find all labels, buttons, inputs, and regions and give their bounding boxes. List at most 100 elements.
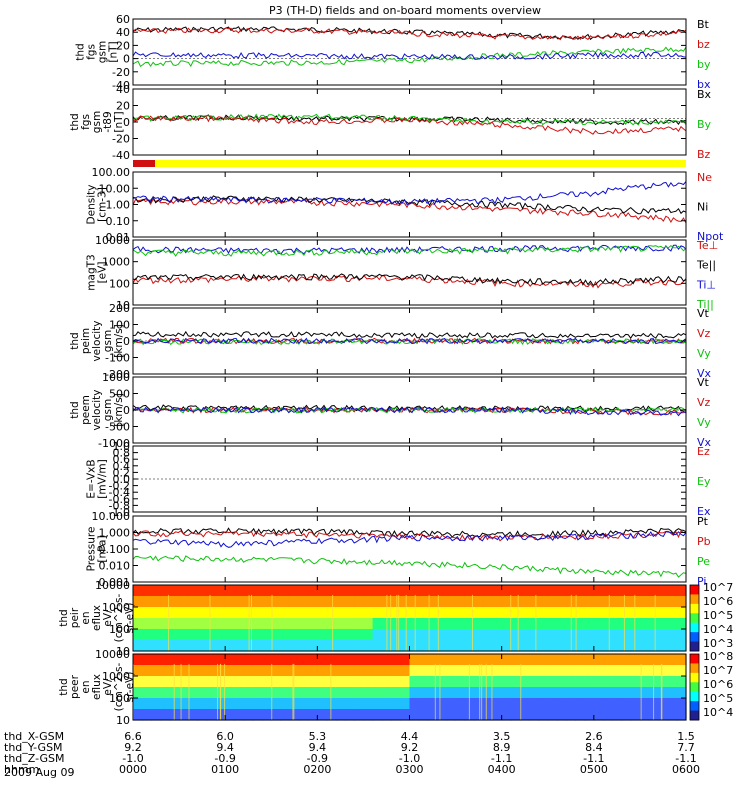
heatmap-cell	[372, 629, 383, 641]
heatmap-cell	[142, 640, 152, 652]
heatmap-cell	[474, 676, 484, 688]
heatmap-cell	[566, 665, 576, 677]
heatmap-cell	[455, 640, 466, 652]
heatmap-cell	[658, 687, 669, 699]
heatmap-cell	[298, 709, 309, 721]
colorbar-band	[690, 641, 699, 652]
heatmap-cell	[584, 709, 595, 721]
heatmap-cell	[372, 596, 383, 608]
heatmap-cell	[206, 687, 217, 699]
heatmap-cell	[280, 654, 291, 666]
y-tick-label: 0.100	[99, 543, 131, 556]
y-tick-label: 10	[116, 714, 130, 727]
heatmap-cell	[252, 629, 263, 641]
heatmap-cell	[354, 607, 364, 619]
heatmap-cell	[197, 665, 208, 677]
heatmap-cell	[169, 640, 180, 652]
heatmap-cell	[354, 640, 364, 652]
heatmap-cell	[160, 654, 171, 666]
heatmap-cell	[538, 640, 549, 652]
heatmap-cell	[437, 596, 447, 608]
heatmap-cell	[234, 676, 245, 688]
heatmap-cell	[372, 698, 383, 710]
heatmap-cell	[215, 585, 226, 597]
heatmap-cell	[538, 698, 549, 710]
heatmap-cell	[612, 596, 623, 608]
heatmap-cell	[169, 629, 180, 641]
y-axis-label: eflux	[91, 674, 103, 700]
heatmap-cell	[658, 709, 669, 721]
heatmap-cell	[621, 596, 632, 608]
heatmap-cell	[197, 709, 208, 721]
heatmap-cell	[262, 618, 272, 630]
ephemeris-value: 7.7	[677, 741, 695, 754]
heatmap-cell	[667, 676, 678, 688]
y-axis-label: Density	[86, 185, 98, 225]
heatmap-cell	[243, 676, 254, 688]
heatmap-cell	[160, 676, 171, 688]
heatmap-cell	[234, 687, 245, 699]
heatmap-cell	[538, 596, 549, 608]
heatmap-cell	[142, 654, 152, 666]
heatmap-cell	[437, 585, 447, 597]
heatmap-cell	[621, 709, 632, 721]
heatmap-cell	[243, 618, 254, 630]
heatmap-cell	[289, 709, 300, 721]
heatmap-cell	[252, 709, 263, 721]
heatmap-cell	[667, 629, 678, 641]
heatmap-cell	[142, 607, 152, 619]
heatmap-cell	[658, 654, 669, 666]
heatmap-cell	[298, 698, 309, 710]
legend-label: Ey	[697, 475, 711, 488]
heatmap-cell	[225, 676, 235, 688]
heatmap-cell	[345, 654, 355, 666]
heatmap-cell	[252, 607, 263, 619]
heatmap-cell	[464, 654, 475, 666]
heatmap-cell	[658, 640, 669, 652]
heatmap-cell	[658, 585, 669, 597]
y-tick-label: 1000	[102, 670, 130, 683]
heatmap-cell	[437, 629, 447, 641]
heatmap-cell	[179, 629, 189, 641]
heatmap-cell	[612, 585, 623, 597]
heatmap-cell	[160, 698, 171, 710]
heatmap-cell	[538, 618, 549, 630]
y-tick-label: 10	[116, 645, 130, 658]
colorbar-band	[690, 663, 699, 674]
heatmap-cell	[510, 607, 521, 619]
heatmap-cell	[252, 654, 263, 666]
legend-label: Ti||	[696, 298, 714, 311]
heatmap-cell	[603, 629, 613, 641]
heatmap-cell	[501, 687, 512, 699]
heatmap-cell	[575, 687, 586, 699]
heatmap-cell	[667, 585, 678, 597]
colorbar-label: 10^8	[703, 650, 733, 663]
y-axis-label: fgs	[80, 114, 92, 130]
heatmap-cell	[197, 607, 208, 619]
heatmap-cell	[593, 607, 604, 619]
y-axis-label: [km/s]	[113, 393, 125, 427]
heatmap-cell	[538, 676, 549, 688]
y-tick-label: 0	[123, 335, 130, 348]
heatmap-cell	[529, 654, 540, 666]
heatmap-cell	[437, 687, 447, 699]
heatmap-cell	[151, 607, 162, 619]
heatmap-cell	[639, 596, 650, 608]
heatmap-cell	[603, 676, 613, 688]
heatmap	[133, 585, 687, 652]
heatmap-cell	[593, 585, 604, 597]
y-tick-label: -0.8	[109, 499, 130, 512]
heatmap-cell	[492, 665, 503, 677]
heatmap-cell	[474, 596, 484, 608]
heatmap-cell	[326, 596, 337, 608]
heatmap-cell	[409, 585, 420, 597]
heatmap-cell	[151, 629, 162, 641]
heatmap-cell	[215, 596, 226, 608]
heatmap-cell	[418, 698, 429, 710]
heatmap-cell	[418, 607, 429, 619]
colorbar-label: 10^6	[703, 595, 733, 608]
heatmap-cell	[280, 665, 291, 677]
heatmap-cell	[455, 618, 466, 630]
heatmap-cell	[446, 629, 457, 641]
heatmap-cell	[381, 709, 392, 721]
